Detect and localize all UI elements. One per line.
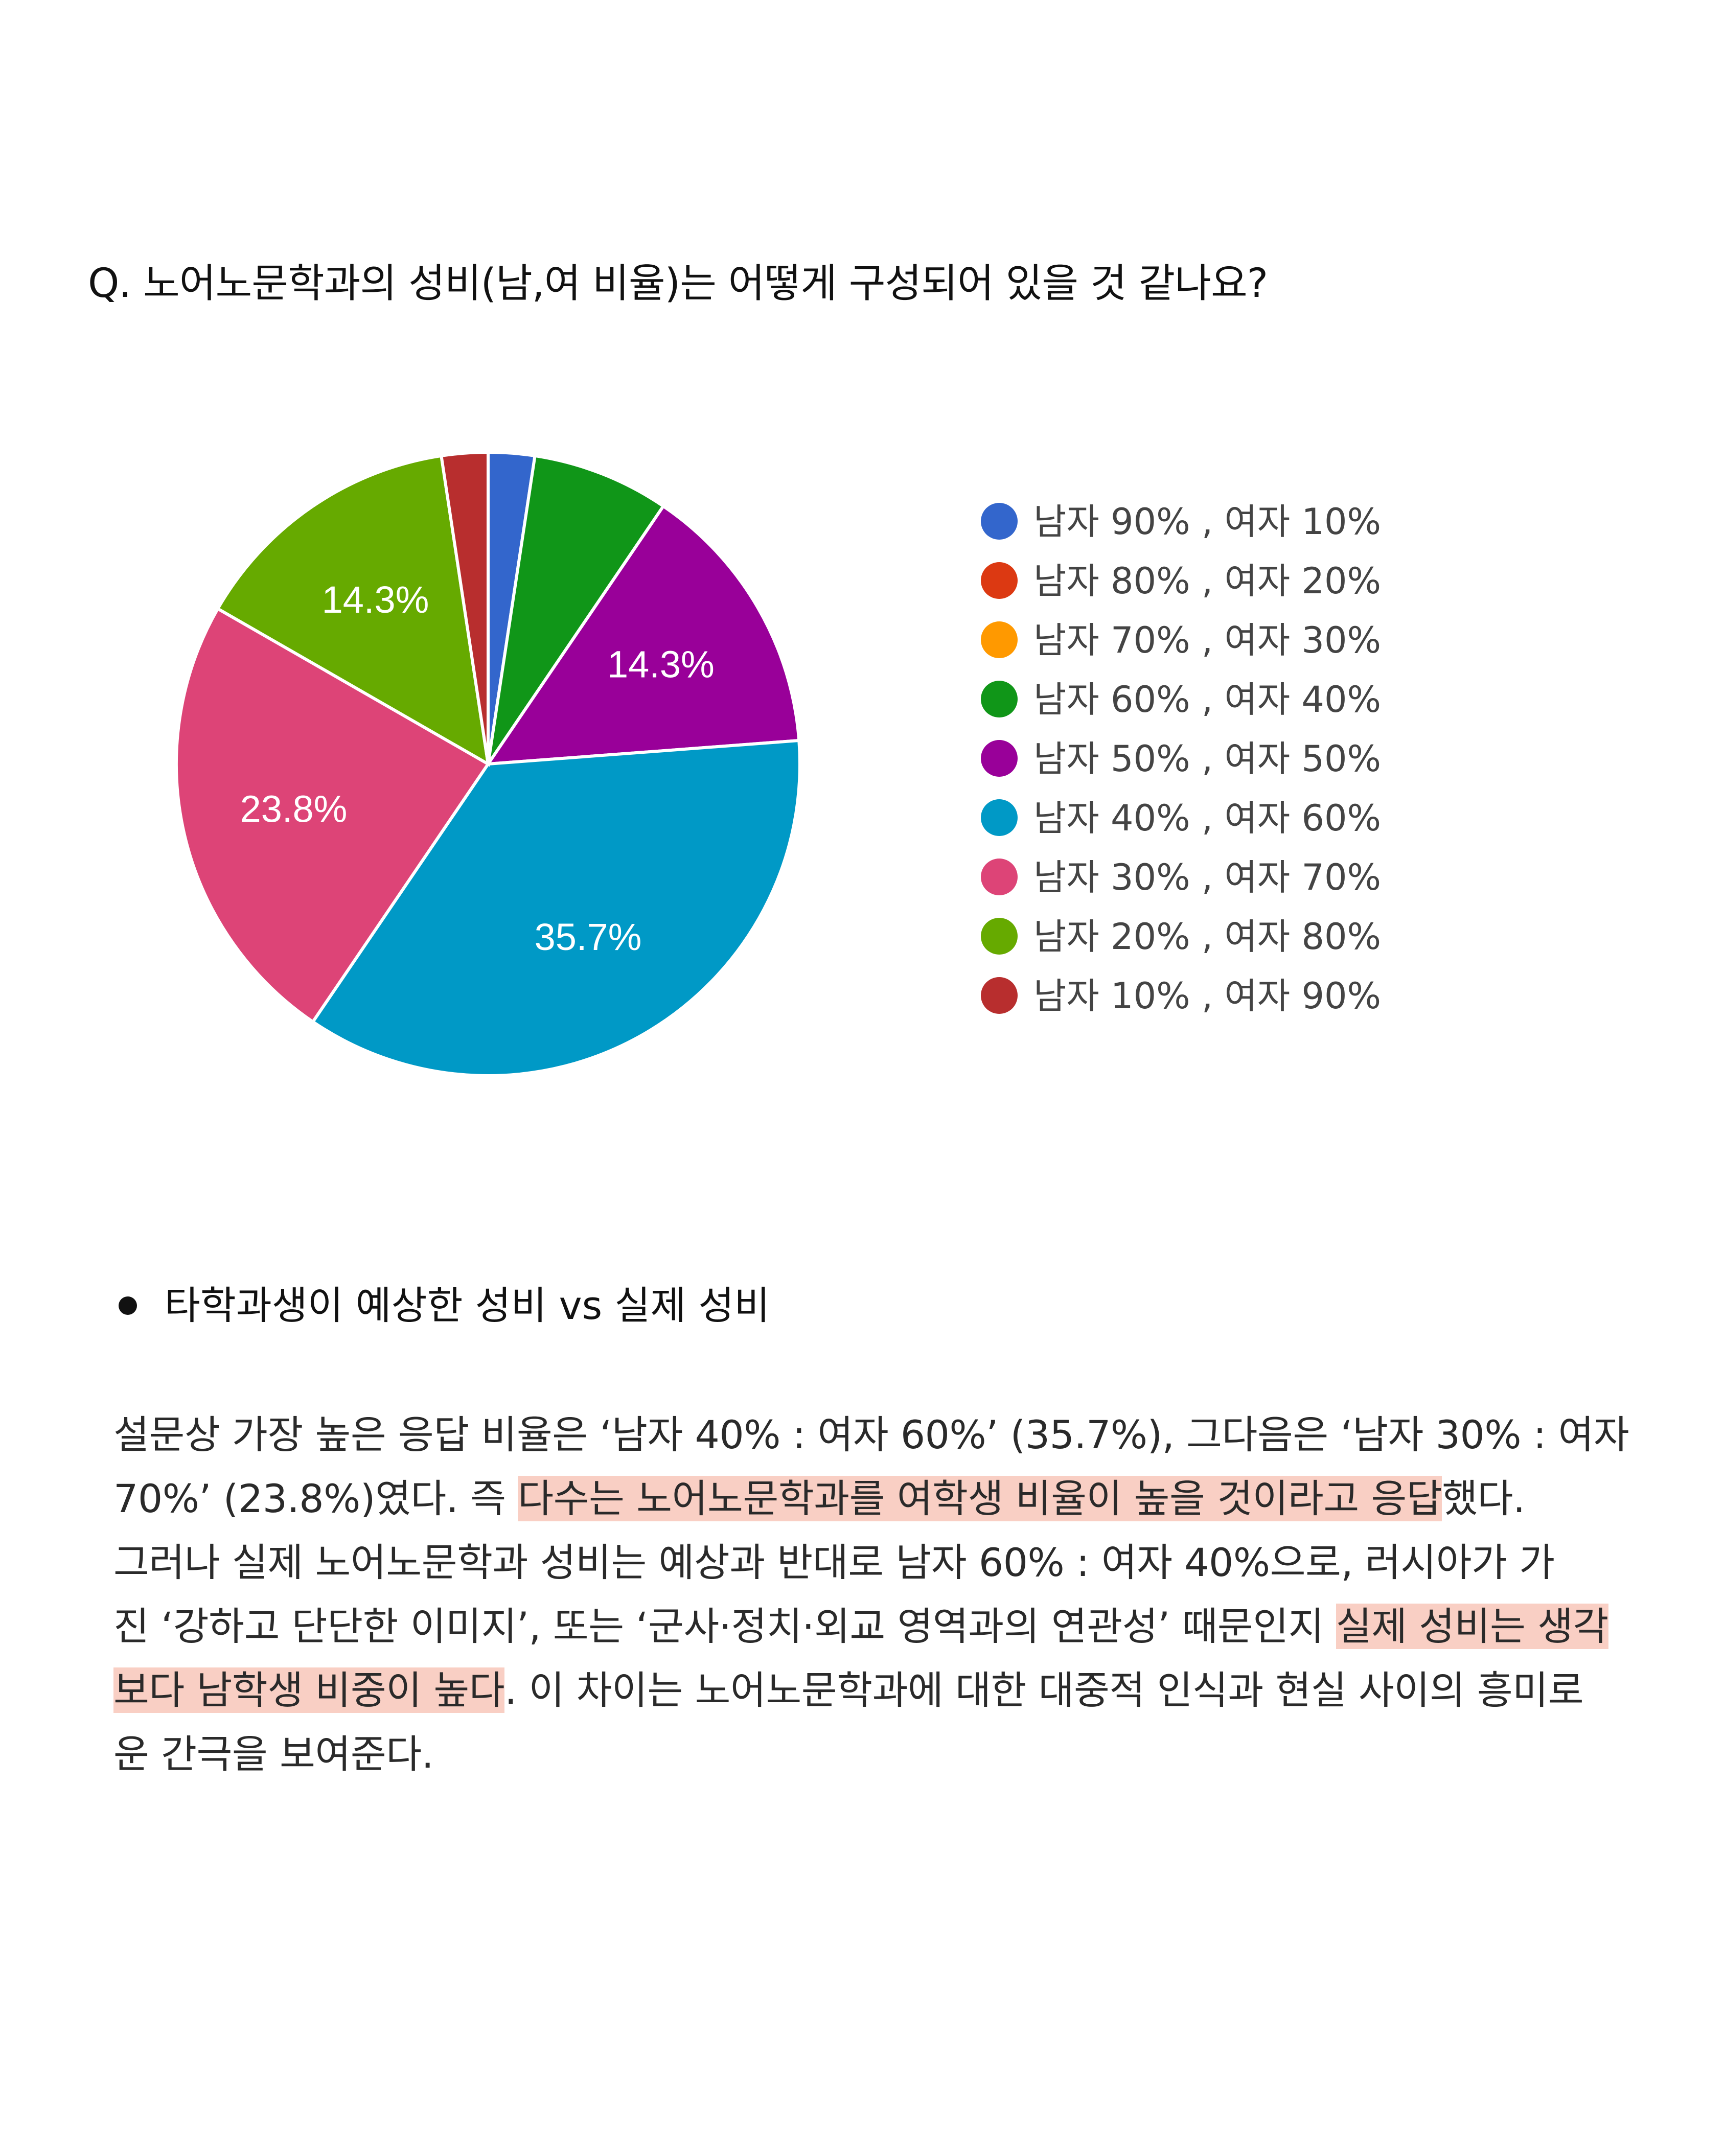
legend-swatch (981, 977, 1018, 1014)
legend-swatch (981, 503, 1018, 540)
pie-data-label: 14.3% (322, 578, 429, 621)
highlighted-text: 보다 남학생 비중이 높다 (113, 1667, 505, 1713)
pie-chart: 14.3% 35.7% 23.8% 14.3% 남자 90% , 여자 10% 남자 8… (175, 450, 1381, 1077)
legend-item: 남자 30% , 여자 70% (981, 856, 1381, 898)
legend-swatch (981, 799, 1018, 836)
legend-label: 남자 10% , 여자 90% (1033, 975, 1381, 1017)
legend-label: 남자 60% , 여자 40% (1033, 679, 1381, 721)
legend-item: 남자 20% , 여자 80% (981, 916, 1381, 958)
pie-data-label: 14.3% (607, 643, 715, 685)
legend-item: 남자 50% , 여자 50% (981, 738, 1381, 780)
legend-swatch (981, 918, 1018, 955)
body-text: 했다. (1442, 1476, 1525, 1521)
legend-label: 남자 70% , 여자 30% (1033, 619, 1381, 661)
highlighted-text: 실제 성비는 생각 (1336, 1604, 1608, 1649)
body-line: 그러나 실제 노어노문학과 성비는 예상과 반대로 남자 60% : 여자 40… (113, 1540, 1555, 1585)
pie-slices (175, 450, 801, 1077)
body-line: 설문상 가장 높은 응답 비율은 ‘남자 40% : 여자 60%’ (35.7… (113, 1412, 1629, 1457)
legend-label: 남자 40% , 여자 60% (1033, 797, 1381, 839)
pie-slice (215, 454, 490, 767)
pie-data-label: 23.8% (240, 788, 348, 830)
pie-slice (175, 607, 491, 1024)
question-title: Q. 노어노문학과의 성비(남,여 비율)는 어떻게 구성되어 있을 것 같나요… (88, 261, 1268, 307)
legend-label: 남자 90% , 여자 10% (1033, 501, 1381, 543)
section-heading: 타학과생이 예상한 성비 vs 실제 성비 (119, 1278, 1601, 1334)
legend-label: 남자 50% , 여자 50% (1033, 738, 1381, 780)
legend-swatch (981, 740, 1018, 777)
legend-item: 남자 80% , 여자 20% (981, 560, 1381, 602)
highlighted-text: 다수는 노어노문학과를 여학생 비율이 높을 것이라고 응답 (518, 1476, 1442, 1521)
body-line: 보다 남학생 비중이 높다. 이 차이는 노어노문학과에 대한 대중적 인식과 … (113, 1658, 1647, 1722)
legend-item: 남자 60% , 여자 40% (981, 679, 1381, 721)
pie-slice (439, 450, 490, 764)
legend-label: 남자 80% , 여자 20% (1033, 560, 1381, 602)
body-line: 70%’ (23.8%)였다. 즉 다수는 노어노문학과를 여학생 비율이 높을… (113, 1467, 1647, 1531)
legend-item: 남자 10% , 여자 90% (981, 975, 1381, 1017)
legend-swatch (981, 621, 1018, 658)
pie-data-labels: 14.3% 35.7% 23.8% 14.3% (240, 578, 715, 958)
section-heading-text: 타학과생이 예상한 성비 vs 실제 성비 (165, 1283, 770, 1328)
legend-swatch (981, 859, 1018, 895)
legend-swatch (981, 562, 1018, 599)
legend-swatch (981, 681, 1018, 717)
body-text: 70%’ (23.8%)였다. 즉 (113, 1476, 518, 1521)
pie-data-label: 35.7% (535, 916, 642, 958)
body-paragraph: 설문상 가장 높은 응답 비율은 ‘남자 40% : 여자 60%’ (35.7… (113, 1403, 1647, 1786)
pie-slice (310, 738, 801, 1077)
legend-item: 남자 90% , 여자 10% (981, 501, 1381, 543)
legend-item: 남자 70% , 여자 30% (981, 619, 1381, 661)
body-text: . 이 차이는 노어노문학과에 대한 대중적 인식과 현실 사이의 흥미로 (504, 1667, 1584, 1713)
legend-item: 남자 40% , 여자 60% (981, 797, 1381, 839)
chart-legend: 남자 90% , 여자 10% 남자 80% , 여자 20% 남자 70% , 여… (981, 501, 1381, 1017)
legend-label: 남자 30% , 여자 70% (1033, 856, 1381, 898)
pie-slice (487, 454, 666, 765)
body-text: 진 ‘강하고 단단한 이미지’, 또는 ‘군사·정치·외교 영역과의 연관성’ … (113, 1604, 1336, 1649)
pie-slice (485, 504, 801, 766)
body-line: 운 간극을 보여준다. (113, 1731, 434, 1777)
bullet-icon (119, 1296, 137, 1315)
legend-label: 남자 20% , 여자 80% (1033, 916, 1381, 958)
body-line: 진 ‘강하고 단단한 이미지’, 또는 ‘군사·정치·외교 영역과의 연관성’ … (113, 1594, 1647, 1658)
